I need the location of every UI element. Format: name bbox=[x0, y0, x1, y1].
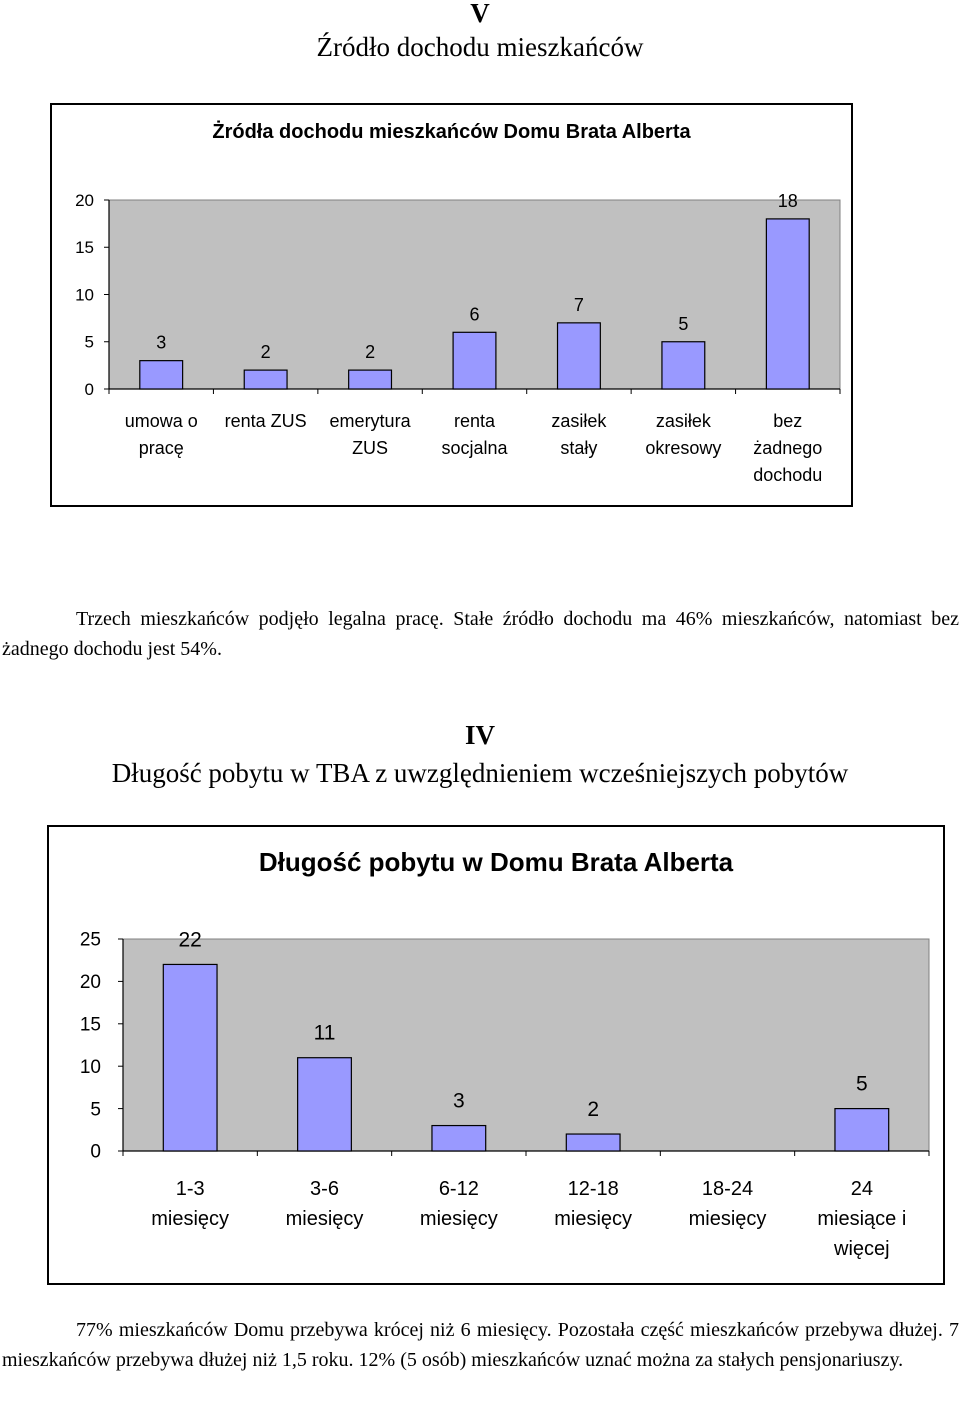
chart1-bar bbox=[765, 218, 810, 390]
chart1-bar bbox=[139, 360, 184, 390]
chart1-data-label: 2 bbox=[261, 342, 271, 362]
chart2-y-tick-label: 20 bbox=[80, 972, 101, 993]
chart2-y-tick-label: 0 bbox=[90, 1142, 101, 1163]
chart2-data-label: 2 bbox=[587, 1098, 599, 1121]
chart2-category-label: 1-3 miesięcy bbox=[151, 1178, 229, 1230]
chart2-bar bbox=[834, 1108, 890, 1152]
chart2-y-tick-label: 5 bbox=[90, 1099, 101, 1120]
chart1-bar bbox=[452, 331, 497, 390]
chart1-bar bbox=[243, 369, 288, 390]
chart2-data-label: 3 bbox=[453, 1090, 465, 1113]
chart1-category-label: renta socjalna bbox=[441, 411, 508, 458]
chart2-y-tick-label: 10 bbox=[80, 1057, 101, 1078]
chart1-title: Żródła dochodu mieszkańców Domu Brata Al… bbox=[212, 121, 691, 143]
chart1-category-label: emerytura ZUS bbox=[330, 411, 412, 458]
chart2-category-label: 18-24 miesięcy bbox=[689, 1178, 767, 1230]
chart2-bar bbox=[162, 963, 218, 1152]
chart2-bar bbox=[297, 1057, 352, 1152]
chart2-category-label: 12-18 miesięcy bbox=[554, 1178, 632, 1230]
chart1-category-label: zasiłek stały bbox=[551, 411, 607, 458]
section1-heading: Źródło dochodu mieszkańców bbox=[316, 32, 644, 62]
chart2-category-label: 24 miesiące i więcej bbox=[817, 1178, 906, 1260]
chart2-category-label: 6-12 miesięcy bbox=[420, 1178, 498, 1230]
chart1-y-tick-label: 10 bbox=[75, 285, 94, 304]
chart2-data-label: 22 bbox=[178, 928, 201, 951]
chart1-bar bbox=[348, 369, 393, 390]
chart1-y-tick-label: 5 bbox=[85, 333, 94, 352]
chart1-y-tick-label: 15 bbox=[75, 238, 94, 257]
chart1-bar bbox=[661, 341, 706, 390]
chart1-plot: 0 5 10 15 20 3 umowa o pracę 2 renta ZUS 2 emerytur… bbox=[75, 191, 841, 485]
chart1-y-tick-label: 20 bbox=[75, 191, 94, 210]
chart1-bar bbox=[556, 322, 601, 390]
section1-number: V bbox=[470, 0, 490, 28]
chart2-y-tick-label: 15 bbox=[80, 1014, 101, 1035]
chart2-plot-area bbox=[122, 938, 930, 1152]
chart2-y-tick-label: 25 bbox=[80, 930, 101, 951]
section1-paragraph: Trzech mieszkańców podjęło legalna pracę… bbox=[2, 608, 959, 660]
chart1-data-label: 3 bbox=[156, 333, 166, 353]
chart2-title: Długość pobytu w Domu Brata Alberta bbox=[258, 847, 734, 877]
chart2-bar bbox=[431, 1124, 487, 1152]
chart2-data-label: 11 bbox=[314, 1022, 336, 1045]
chart1-category-label: renta ZUS bbox=[225, 411, 307, 431]
chart1-data-label: 2 bbox=[365, 342, 375, 362]
chart1-data-label: 7 bbox=[574, 295, 584, 315]
chart1-data-label: 5 bbox=[678, 314, 688, 334]
chart1-category-label: bez żadnego dochodu bbox=[753, 411, 822, 485]
section2-heading: Długość pobytu w TBA z uwzględnieniem wc… bbox=[111, 758, 849, 788]
section2-number: IV bbox=[464, 720, 495, 750]
chart2-bar bbox=[565, 1133, 621, 1152]
chart1-y-tick-label: 0 bbox=[85, 380, 94, 399]
chart2-category-label: 3-6 miesięcy bbox=[286, 1178, 364, 1230]
chart2-frame: Długość pobytu w Domu Brata Alberta 0 5 10… bbox=[47, 825, 945, 1285]
chart1-data-label: 6 bbox=[469, 304, 479, 324]
section2-paragraph: 77% mieszkańców Domu przebywa krócej niż… bbox=[2, 1319, 959, 1371]
chart2-data-label: 5 bbox=[856, 1073, 868, 1096]
chart1-category-label: umowa o pracę bbox=[125, 411, 198, 458]
chart1-data-label: 18 bbox=[778, 191, 798, 211]
chart1-category-label: zasiłek okresowy bbox=[645, 411, 721, 458]
chart1-frame: Żródła dochodu mieszkańców Domu Brata Al… bbox=[50, 103, 853, 507]
